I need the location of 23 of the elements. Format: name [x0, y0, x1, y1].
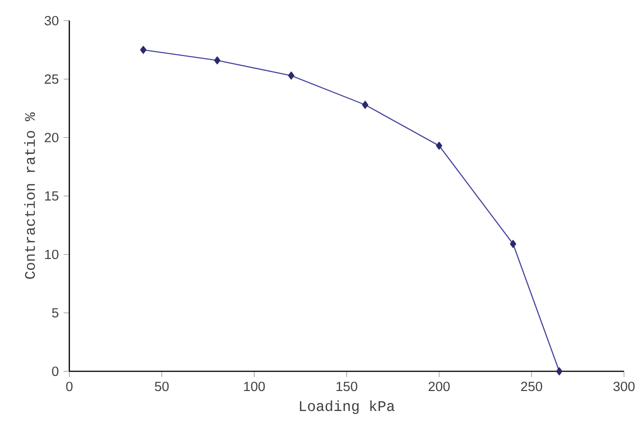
y-tick-label: 0 — [52, 366, 58, 376]
y-axis-title: Contraction ratio % — [24, 112, 35, 279]
point — [510, 240, 516, 248]
x-tick-label: 300 — [613, 382, 635, 392]
y-tick-label: 25 — [44, 74, 58, 84]
y-tick-label: 20 — [44, 132, 58, 142]
y-tick-label: 30 — [44, 16, 58, 26]
point — [436, 142, 442, 150]
x-tick-label: 50 — [154, 382, 169, 392]
point — [362, 100, 368, 109]
x-tick-label: 100 — [244, 382, 265, 392]
point — [140, 46, 146, 54]
x-tick-label: 250 — [521, 382, 542, 392]
point — [288, 72, 294, 80]
x-tick-label: 150 — [336, 382, 358, 392]
x-axis-title: Loading kPa — [300, 400, 395, 414]
point — [214, 56, 220, 64]
x-tick-label: 0 — [66, 382, 73, 392]
y-tick-label: 5 — [52, 308, 58, 318]
y-tick-label: 15 — [45, 191, 58, 201]
point — [556, 367, 562, 376]
y-tick-label: 10 — [45, 250, 58, 260]
x-tick-label: 200 — [428, 382, 450, 392]
